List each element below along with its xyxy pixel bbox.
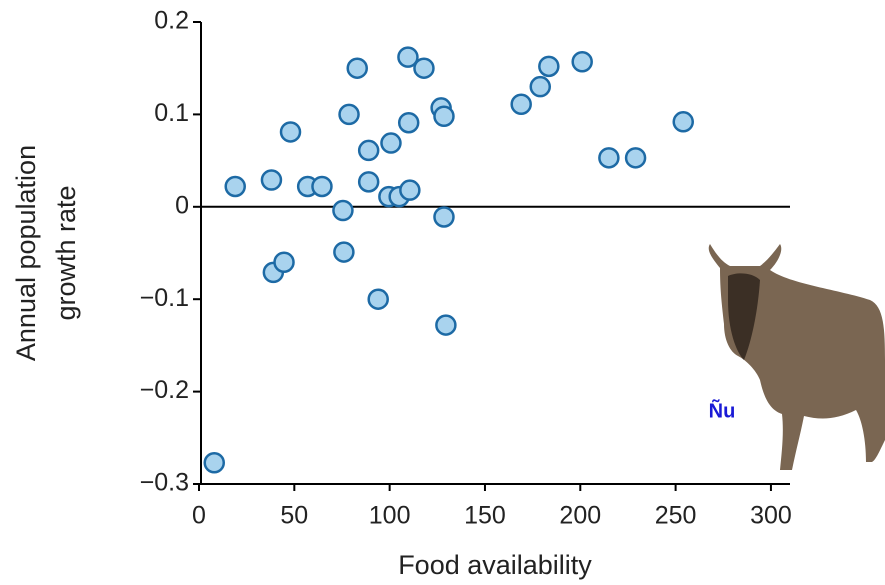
data-point (413, 57, 435, 79)
y-tick-label: 0 (175, 191, 189, 219)
annotation: Ñu (709, 399, 736, 422)
x-tick-label: 150 (464, 502, 506, 530)
data-point (433, 206, 455, 228)
data-point (435, 314, 457, 336)
data-point (260, 169, 283, 191)
data-point (279, 121, 302, 143)
data-point (672, 111, 694, 133)
x-tick-label: 0 (192, 502, 206, 530)
data-point (273, 251, 295, 273)
data-point (346, 57, 368, 79)
y-tick-label: 0.1 (154, 99, 189, 127)
data-point (224, 175, 246, 198)
y-tick-label: 0.2 (154, 7, 189, 35)
x-axis-label: Food availability (398, 550, 592, 580)
data-point (333, 241, 355, 263)
data-point (332, 199, 354, 222)
data-point (510, 93, 532, 115)
x-tick-label: 100 (369, 502, 411, 530)
y-tick-label: −0.2 (140, 376, 189, 404)
data-point (397, 111, 420, 134)
data-point (367, 288, 389, 310)
x-tick-label: 250 (655, 502, 697, 530)
data-point (399, 179, 421, 201)
y-axis-label: Annual population (11, 145, 41, 361)
data-point (598, 147, 620, 169)
y-tick-label: −0.1 (140, 284, 189, 312)
data-point (571, 50, 593, 73)
data-point (397, 46, 419, 68)
data-point (357, 139, 380, 162)
data-point (624, 147, 647, 169)
x-tick-label: 50 (280, 502, 308, 530)
y-axis-label: growth rate (51, 185, 81, 320)
data-point (311, 175, 333, 198)
data-point (380, 132, 402, 154)
y-tick-label: −0.3 (140, 469, 189, 497)
data-point (433, 105, 455, 127)
data-point (357, 171, 380, 193)
x-tick-label: 300 (750, 502, 792, 530)
x-tick-label: 200 (559, 502, 601, 530)
data-point (538, 55, 560, 78)
data-point (529, 75, 552, 98)
wildebeest-illustration (708, 244, 885, 470)
data-point (203, 451, 226, 474)
wildebeest-face (728, 273, 760, 360)
data-point (338, 103, 360, 126)
